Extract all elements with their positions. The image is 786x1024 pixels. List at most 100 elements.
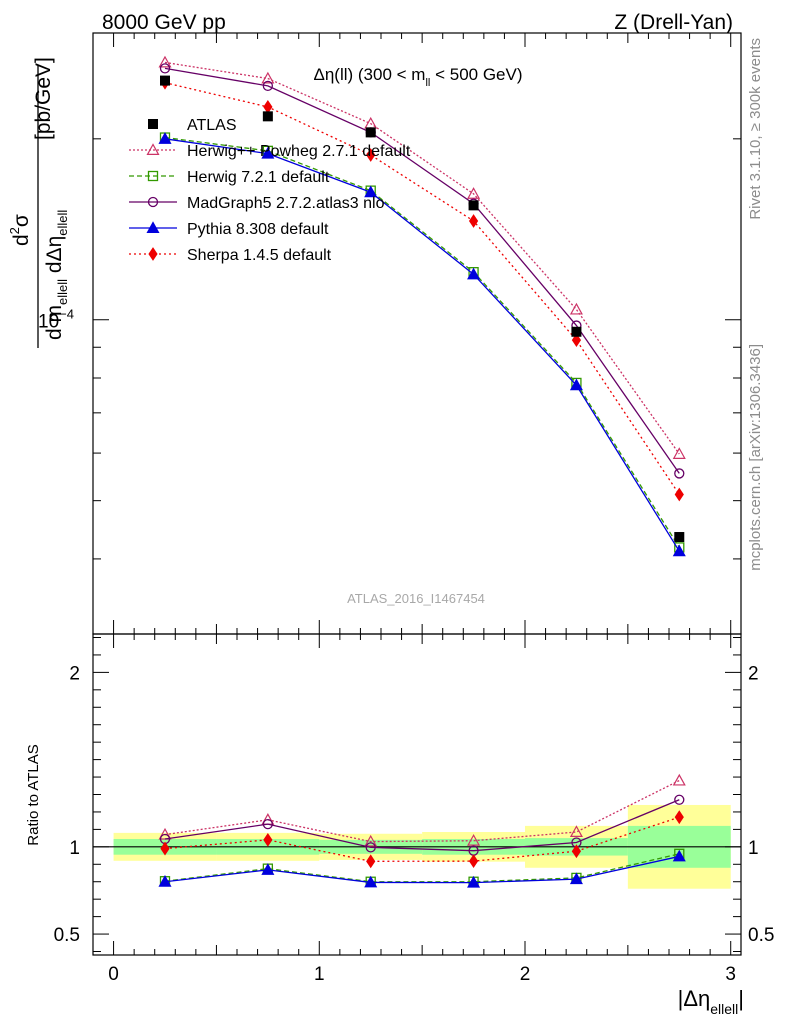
atlas-data-point xyxy=(160,75,170,86)
main-series-marker xyxy=(571,333,582,348)
title-pre: Δη(ll) (300 < m xyxy=(313,65,425,84)
atlas-data-point xyxy=(674,532,685,543)
main-series-marker xyxy=(158,132,172,144)
x-tick-label: 0 xyxy=(108,964,119,985)
ratio-y-axis-label: Ratio to ATLAS xyxy=(25,744,42,845)
main-series-marker xyxy=(158,55,172,68)
ratio-series-marker xyxy=(468,854,479,869)
main-series-line xyxy=(164,138,680,552)
ratio-series-marker xyxy=(160,841,170,856)
legend-marker xyxy=(148,247,158,261)
header-left: 8000 GeV pp xyxy=(102,11,226,34)
main-series-line xyxy=(164,136,680,548)
ratio-series-marker xyxy=(571,844,582,859)
mcplots-reference-text: mcplots.cern.ch [arXiv:1306.3436] xyxy=(747,344,764,571)
main-series-marker xyxy=(366,148,376,162)
header-right: Z (Drell-Yan) xyxy=(614,11,733,34)
ratio-series-marker xyxy=(674,810,684,825)
main-series-marker xyxy=(263,100,273,114)
x-tick-label: 2 xyxy=(520,964,531,985)
ratio-frame xyxy=(92,633,742,956)
main-series-line xyxy=(164,61,680,455)
main-series-marker xyxy=(672,447,686,459)
ylabel-den-b: dΔη xyxy=(43,236,66,279)
legend-marker xyxy=(147,196,159,208)
ratio-series-marker xyxy=(569,825,583,838)
legend-marker xyxy=(147,170,159,182)
legend-label: Sherpa 1.4.5 default xyxy=(187,247,332,264)
legend-label: MadGraph5 2.7.2.atlas3 nlo xyxy=(187,195,385,212)
ratio-series-marker xyxy=(158,874,172,887)
atlas-data-point xyxy=(468,200,479,211)
x-tick-label: 3 xyxy=(725,964,736,985)
ylabel-num-2: 2 xyxy=(7,227,22,234)
xlabel-sub: ellell xyxy=(710,1001,738,1017)
main-series-marker xyxy=(569,378,583,391)
plot-title: Δη(ll) (300 < mll < 500 GeV) xyxy=(313,65,522,89)
ratio-series-marker xyxy=(569,872,583,885)
main-series-marker xyxy=(569,302,583,315)
legend: ATLAS Herwig++ Powheg 2.7.1 default Herwig… xyxy=(129,117,411,264)
title-sub: ll xyxy=(425,77,430,89)
main-series-marker xyxy=(261,71,275,84)
legend-marker xyxy=(146,221,160,233)
ratio-series-marker xyxy=(365,842,376,853)
ylabel-unit: [pb/GeV] xyxy=(32,57,55,140)
main-series-marker xyxy=(467,187,481,199)
main-y-tick-label: 10−4 xyxy=(38,307,74,333)
ratio-series-line xyxy=(164,779,680,843)
main-series-marker xyxy=(159,63,171,74)
main-series-marker xyxy=(674,468,685,479)
atlas-data-point xyxy=(571,326,582,337)
main-series-marker xyxy=(674,487,684,502)
legend-label: Herwig 7.2.1 default xyxy=(187,169,330,186)
ratio-series-marker xyxy=(366,854,376,869)
ratio-series-line xyxy=(164,799,680,852)
ratio-series-marker xyxy=(263,832,273,847)
rivet-version-text: Rivet 3.1.10, ≥ 300k events xyxy=(747,38,764,220)
ylabel-num-d: d xyxy=(10,234,33,246)
ratio-y-tick-label: 1 xyxy=(69,838,80,859)
ratio-series-marker xyxy=(672,773,686,786)
atlas-data-point xyxy=(262,111,273,122)
ratio-series-line xyxy=(164,816,680,862)
ratio-y-tick-label-right: 0.5 xyxy=(748,925,774,946)
main-series-marker xyxy=(468,214,479,228)
ratio-series-marker xyxy=(262,819,274,830)
ratio-y-tick-label-right: 1 xyxy=(748,838,759,859)
main-series-marker xyxy=(467,267,481,280)
ratio-panel: 0 1 2 3 0.5 0.5 1 1 2 2 xyxy=(54,633,774,985)
ratio-series-marker xyxy=(364,834,378,847)
main-series-marker xyxy=(364,185,378,198)
main-y-axis-label: d2σ d mellell dΔηellell [pb/GeV] xyxy=(7,57,70,348)
legend-label: ATLAS xyxy=(187,117,237,134)
ratio-series-line xyxy=(164,853,680,883)
ylabel-den-sub1: ellell xyxy=(55,279,70,305)
legend-marker xyxy=(146,143,160,155)
main-series-marker xyxy=(672,544,686,557)
main-series-line xyxy=(164,67,680,474)
ratio-series-marker xyxy=(674,794,685,805)
ratio-series-marker xyxy=(158,827,172,840)
main-panel: 10−410−3 xyxy=(38,32,742,955)
main-series-marker xyxy=(262,80,274,92)
ratio-series-line xyxy=(164,855,680,884)
legend-label: Pythia 8.308 default xyxy=(187,221,329,238)
ratio-series-marker xyxy=(467,875,481,888)
x-axis-label: |Δηellell| xyxy=(678,986,744,1017)
atlas-data-point xyxy=(365,127,376,138)
ylabel-den-sub2: ellell xyxy=(55,210,70,236)
x-tick-label: 1 xyxy=(314,964,325,985)
ratio-y-tick-label: 0.5 xyxy=(54,925,80,946)
ratio-series-marker xyxy=(364,875,378,888)
main-series-marker xyxy=(261,146,275,159)
ratio-series-marker xyxy=(672,849,686,862)
xlabel-end: | xyxy=(738,986,744,1011)
ratio-y-tick-label-right: 2 xyxy=(748,663,759,684)
ylabel-num-sigma: σ xyxy=(10,214,33,227)
svg-text:d2σ: d2σ xyxy=(7,214,33,246)
title-post: < 500 GeV) xyxy=(430,65,522,84)
analysis-watermark: ATLAS_2016_I1467454 xyxy=(347,591,485,606)
legend-label: Herwig++ Powheg 2.7.1 default xyxy=(187,143,411,160)
